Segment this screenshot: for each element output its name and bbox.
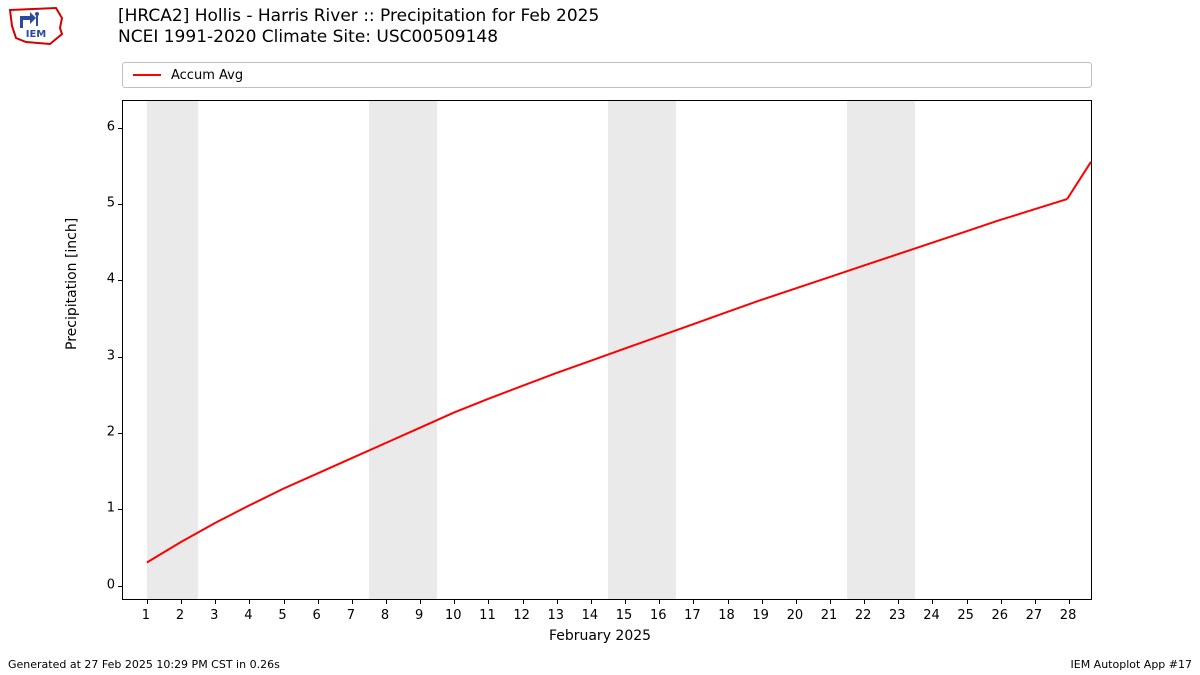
x-tick: 23: [889, 608, 906, 623]
x-tick-mark: [557, 599, 558, 604]
x-tick-mark: [454, 599, 455, 604]
accum-avg-line-ext: [1067, 162, 1091, 199]
x-tick: 16: [650, 608, 667, 623]
chart-title: [HRCA2] Hollis - Harris River :: Precipi…: [118, 6, 599, 49]
y-tick: 0: [85, 577, 115, 592]
footer-generated: Generated at 27 Feb 2025 10:29 PM CST in…: [8, 658, 280, 671]
x-tick-labels: 1234567891011121314151617181920212223242…: [122, 608, 1092, 628]
x-tick: 8: [381, 608, 389, 623]
x-tick: 15: [616, 608, 633, 623]
x-tick: 19: [752, 608, 769, 623]
y-tick-mark: [118, 280, 123, 281]
y-tick: 1: [85, 501, 115, 516]
x-tick: 2: [176, 608, 184, 623]
iowa-outline-icon: IEM: [6, 4, 66, 48]
footer-app: IEM Autoplot App #17: [1071, 658, 1193, 671]
legend-label: Accum Avg: [171, 68, 243, 83]
x-tick-mark: [181, 599, 182, 604]
x-tick: 20: [787, 608, 804, 623]
x-tick-mark: [659, 599, 660, 604]
svg-text:IEM: IEM: [26, 29, 47, 40]
x-tick: 11: [479, 608, 496, 623]
y-tick: 4: [85, 272, 115, 287]
x-tick-mark: [488, 599, 489, 604]
x-tick-mark: [1069, 599, 1070, 604]
x-tick: 7: [347, 608, 355, 623]
x-tick-mark: [523, 599, 524, 604]
y-tick: 5: [85, 196, 115, 211]
y-axis-title: Precipitation [inch]: [64, 218, 80, 350]
iem-logo: IEM: [6, 4, 66, 48]
x-tick: 13: [547, 608, 564, 623]
x-tick-mark: [318, 599, 319, 604]
x-tick-mark: [420, 599, 421, 604]
x-tick-mark: [147, 599, 148, 604]
x-tick: 25: [957, 608, 974, 623]
x-tick-mark: [932, 599, 933, 604]
x-tick: 6: [313, 608, 321, 623]
x-tick-mark: [625, 599, 626, 604]
x-tick-mark: [386, 599, 387, 604]
x-tick-mark: [762, 599, 763, 604]
x-tick-mark: [1001, 599, 1002, 604]
accum-avg-line: [147, 199, 1067, 562]
x-tick-mark: [352, 599, 353, 604]
x-tick: 1: [142, 608, 150, 623]
title-line-2: NCEI 1991-2020 Climate Site: USC00509148: [118, 27, 599, 48]
y-tick: 2: [85, 425, 115, 440]
x-tick: 4: [244, 608, 252, 623]
legend-swatch: [133, 74, 161, 76]
x-tick-mark: [284, 599, 285, 604]
x-tick-mark: [864, 599, 865, 604]
y-tick-labels: 0 1 2 3 4 5 6: [85, 100, 115, 600]
y-tick-mark: [118, 433, 123, 434]
x-tick: 28: [1060, 608, 1077, 623]
x-tick-mark: [967, 599, 968, 604]
x-tick-mark: [830, 599, 831, 604]
y-tick-mark: [118, 357, 123, 358]
x-tick-mark: [1035, 599, 1036, 604]
x-tick-mark: [591, 599, 592, 604]
x-tick: 26: [992, 608, 1009, 623]
y-tick-mark: [118, 509, 123, 510]
x-tick: 24: [923, 608, 940, 623]
x-tick: 18: [718, 608, 735, 623]
x-tick: 17: [684, 608, 701, 623]
x-tick-mark: [728, 599, 729, 604]
x-tick-mark: [796, 599, 797, 604]
x-tick-mark: [215, 599, 216, 604]
x-tick-mark: [249, 599, 250, 604]
y-tick-mark: [118, 128, 123, 129]
x-tick-mark: [693, 599, 694, 604]
x-tick: 10: [445, 608, 462, 623]
x-tick: 22: [855, 608, 872, 623]
y-tick-mark: [118, 586, 123, 587]
x-tick: 12: [513, 608, 530, 623]
x-tick: 9: [415, 608, 423, 623]
x-tick: 14: [582, 608, 599, 623]
x-tick: 27: [1026, 608, 1043, 623]
x-tick: 21: [821, 608, 838, 623]
title-line-1: [HRCA2] Hollis - Harris River :: Precipi…: [118, 6, 599, 27]
y-tick: 6: [85, 119, 115, 134]
plot-area: [122, 100, 1092, 600]
y-tick: 3: [85, 348, 115, 363]
y-tick-mark: [118, 204, 123, 205]
line-series: [123, 101, 1091, 599]
x-tick: 5: [278, 608, 286, 623]
x-tick-mark: [898, 599, 899, 604]
x-tick: 3: [210, 608, 218, 623]
x-axis-title: February 2025: [0, 628, 1200, 644]
legend: Accum Avg: [122, 62, 1092, 88]
